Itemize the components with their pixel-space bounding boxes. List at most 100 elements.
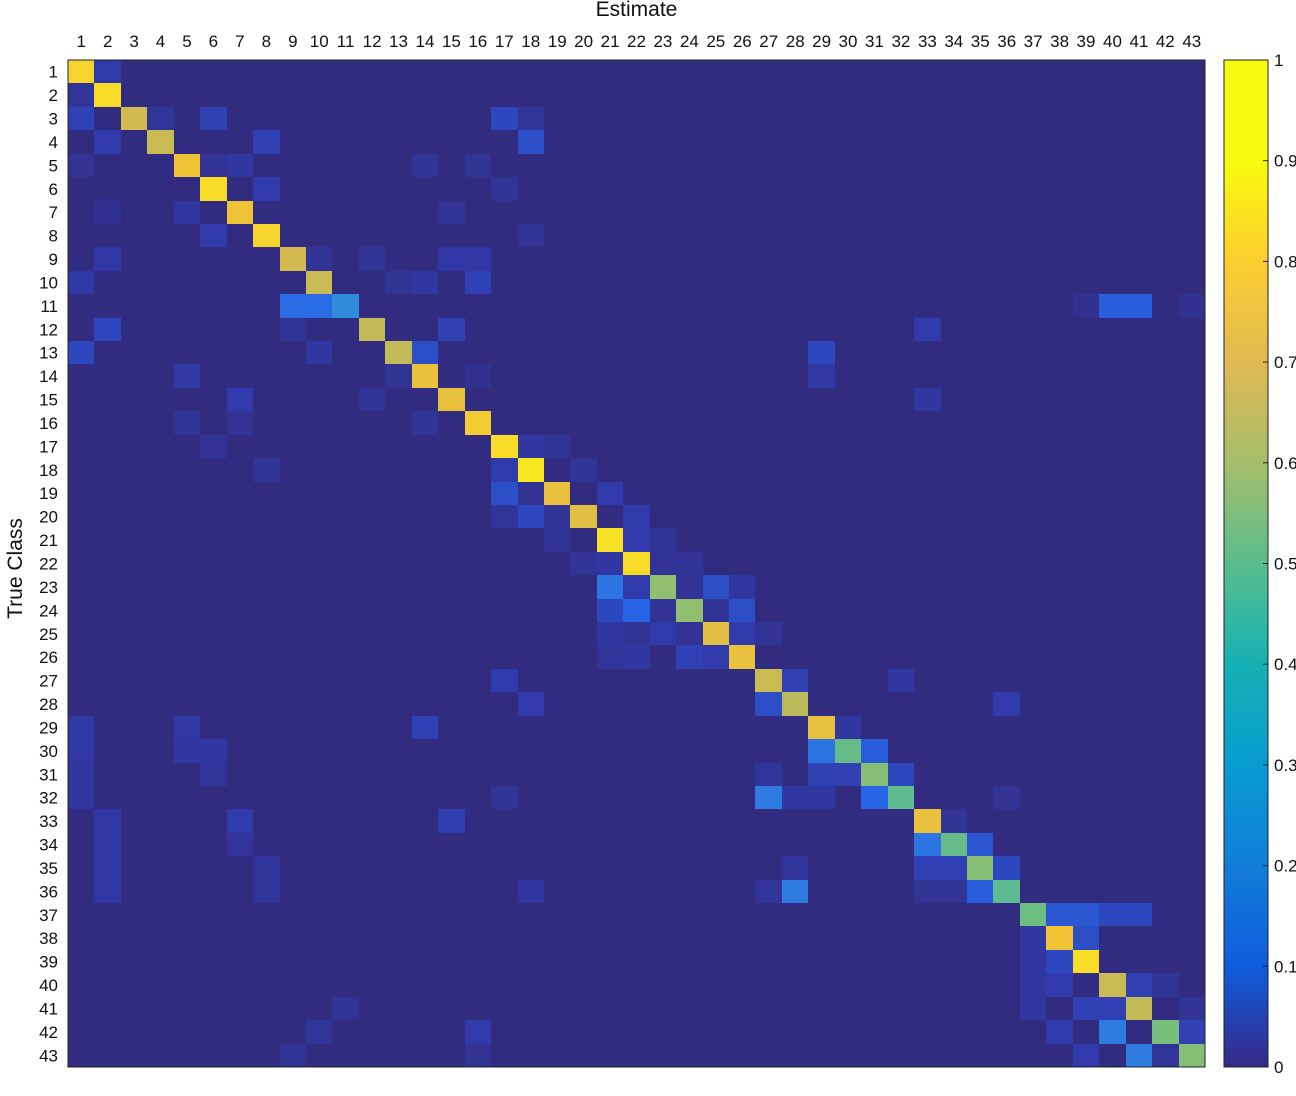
heatmap-cell-r32-c33 xyxy=(914,786,941,809)
heatmap-cell-r15-c39 xyxy=(1073,388,1099,411)
heatmap-cell-r2-c19 xyxy=(544,83,570,107)
heatmap-cell-r40-c35 xyxy=(967,973,993,997)
heatmap-cell-r12-c14 xyxy=(412,318,438,341)
heatmap-cell-r26-c26 xyxy=(729,645,755,669)
heatmap-cell-r19-c41 xyxy=(1126,482,1152,505)
heatmap-cell-r35-c6 xyxy=(200,856,227,880)
heatmap-cell-r31-c4 xyxy=(147,763,174,786)
heatmap-cell-r37-c40 xyxy=(1099,903,1126,926)
heatmap-cell-r41-c4 xyxy=(147,997,174,1020)
heatmap-cell-r29-c2 xyxy=(94,716,121,739)
heatmap-cell-r20-c15 xyxy=(438,505,465,528)
heatmap-cell-r25-c11 xyxy=(332,622,359,645)
heatmap-cell-r41-c39 xyxy=(1073,997,1099,1020)
heatmap-cell-r5-c6 xyxy=(200,154,227,177)
heatmap-cell-r4-c21 xyxy=(597,130,623,154)
heatmap-cell-r9-c43 xyxy=(1179,247,1205,271)
heatmap-cell-r13-c34 xyxy=(941,341,967,364)
heatmap-cell-r41-c34 xyxy=(941,997,967,1020)
heatmap-cell-r7-c40 xyxy=(1099,201,1126,224)
heatmap-cell-r29-c41 xyxy=(1126,716,1152,739)
heatmap-cell-r7-c15 xyxy=(438,201,465,224)
heatmap-cell-r39-c38 xyxy=(1046,950,1073,973)
heatmap-cell-r40-c37 xyxy=(1020,973,1046,997)
heatmap-cell-r17-c12 xyxy=(359,435,385,458)
heatmap-cell-r42-c29 xyxy=(808,1020,835,1044)
heatmap-cell-r20-c23 xyxy=(650,505,676,528)
heatmap-cell-r27-c22 xyxy=(623,669,650,692)
y-tick-label: 21 xyxy=(39,531,58,550)
heatmap-cell-r40-c41 xyxy=(1126,973,1152,997)
heatmap-cell-r4-c6 xyxy=(200,130,227,154)
x-tick-labels: 1 2 3 4 5 6 7 8 9 10 11 12 13 14 15 16 17 18 19 20 21 22 23 24 2… xyxy=(76,32,1201,51)
heatmap-cell-r4-c23 xyxy=(650,130,676,154)
heatmap-cell-r8-c31 xyxy=(861,224,888,247)
heatmap-cell-r40-c31 xyxy=(861,973,888,997)
heatmap-cell-r24-c18 xyxy=(518,599,544,622)
heatmap-cell-r14-c26 xyxy=(729,364,755,388)
heatmap-cell-r38-c41 xyxy=(1126,926,1152,950)
heatmap-cell-r25-c22 xyxy=(623,622,650,645)
heatmap-cell-r37-c36 xyxy=(993,903,1020,926)
heatmap-cell-r17-c22 xyxy=(623,435,650,458)
heatmap-cell-r23-c21 xyxy=(597,575,623,599)
heatmap-cell-r34-c14 xyxy=(412,833,438,856)
x-tick-label: 37 xyxy=(1024,32,1043,51)
heatmap-cell-r40-c25 xyxy=(703,973,729,997)
heatmap-cell-r17-c37 xyxy=(1020,435,1046,458)
heatmap-cell-r6-c32 xyxy=(888,177,914,201)
heatmap-cell-r24-c21 xyxy=(597,599,623,622)
heatmap-cell-r6-c31 xyxy=(861,177,888,201)
heatmap-cell-r29-c40 xyxy=(1099,716,1126,739)
heatmap-cell-r21-c34 xyxy=(941,528,967,552)
heatmap-cell-r13-c10 xyxy=(306,341,332,364)
heatmap-cell-r26-c20 xyxy=(570,645,597,669)
heatmap-cell-r5-c26 xyxy=(729,154,755,177)
heatmap-cell-r27-c20 xyxy=(570,669,597,692)
heatmap-cell-r4-c8 xyxy=(253,130,280,154)
y-tick-label: 31 xyxy=(39,765,58,784)
heatmap-cell-r27-c38 xyxy=(1046,669,1073,692)
heatmap-cell-r5-c5 xyxy=(174,154,200,177)
heatmap-cell-r27-c42 xyxy=(1152,669,1179,692)
heatmap-cell-r42-c6 xyxy=(200,1020,227,1044)
heatmap-cell-r36-c35 xyxy=(967,880,993,903)
heatmap-cell-r2-c12 xyxy=(359,83,385,107)
heatmap-cell-r3-c2 xyxy=(94,107,121,130)
heatmap-cell-r18-c3 xyxy=(121,458,147,482)
heatmap-cell-r29-c24 xyxy=(676,716,703,739)
x-tick-label: 3 xyxy=(129,32,138,51)
heatmap-cell-r8-c25 xyxy=(703,224,729,247)
heatmap-cell-r28-c39 xyxy=(1073,692,1099,716)
heatmap-cell-r18-c36 xyxy=(993,458,1020,482)
heatmap-cell-r14-c6 xyxy=(200,364,227,388)
heatmap-cell-r31-c20 xyxy=(570,763,597,786)
heatmap-cell-r23-c20 xyxy=(570,575,597,599)
heatmap-cell-r37-c1 xyxy=(68,903,94,926)
heatmap-cell-r25-c15 xyxy=(438,622,465,645)
heatmap-cell-r10-c11 xyxy=(332,271,359,294)
heatmap-cell-r41-c36 xyxy=(993,997,1020,1020)
heatmap-cell-r43-c33 xyxy=(914,1044,941,1067)
heatmap-cell-r30-c35 xyxy=(967,739,993,763)
heatmap-cell-r8-c3 xyxy=(121,224,147,247)
heatmap-cell-r43-c16 xyxy=(465,1044,491,1067)
heatmap-cell-r4-c41 xyxy=(1126,130,1152,154)
heatmap-cell-r8-c35 xyxy=(967,224,993,247)
heatmap-cell-r37-c10 xyxy=(306,903,332,926)
heatmap-cell-r33-c34 xyxy=(941,809,967,833)
heatmap-cell-r25-c31 xyxy=(861,622,888,645)
heatmap-cell-r26-c4 xyxy=(147,645,174,669)
heatmap-cell-r16-c35 xyxy=(967,411,993,435)
heatmap-cell-r41-c26 xyxy=(729,997,755,1020)
heatmap-cell-r26-c21 xyxy=(597,645,623,669)
heatmap-cell-r11-c21 xyxy=(597,294,623,318)
heatmap-cell-r19-c32 xyxy=(888,482,914,505)
heatmap-cell-r6-c27 xyxy=(755,177,782,201)
heatmap-cell-r31-c39 xyxy=(1073,763,1099,786)
heatmap-cell-r35-c28 xyxy=(782,856,808,880)
heatmap-cell-r16-c38 xyxy=(1046,411,1073,435)
heatmap-cell-r15-c31 xyxy=(861,388,888,411)
heatmap-cell-r7-c18 xyxy=(518,201,544,224)
heatmap-cell-r11-c22 xyxy=(623,294,650,318)
